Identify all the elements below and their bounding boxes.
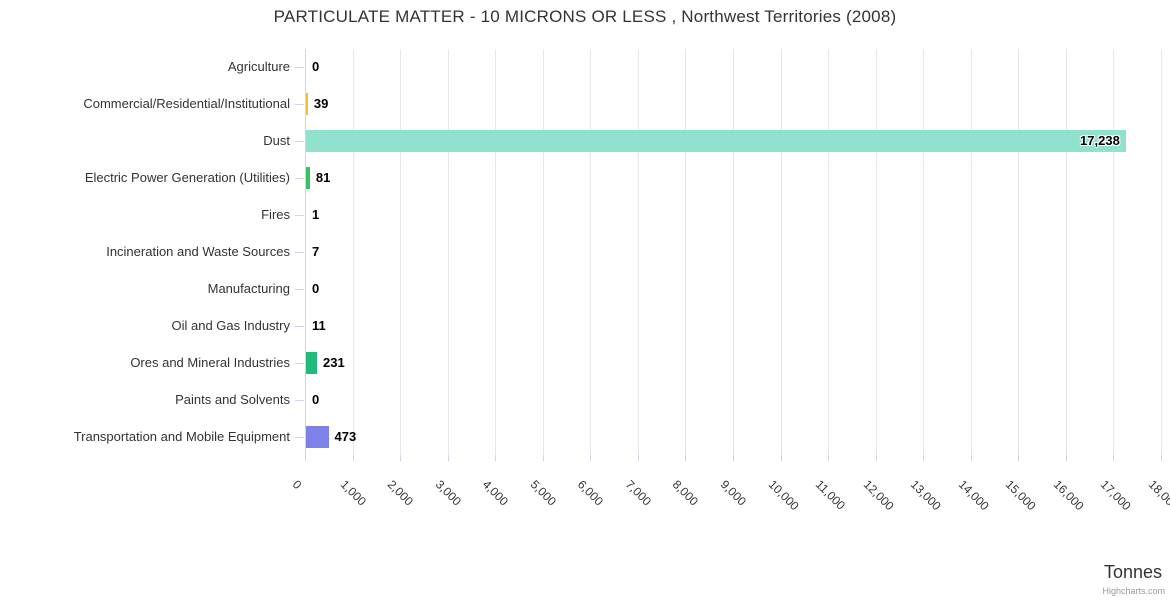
value-label: 7 — [312, 244, 320, 259]
x-axis-tick — [875, 455, 877, 461]
x-axis-label: 17,000 — [1098, 477, 1135, 514]
x-axis-tick — [970, 455, 972, 461]
x-axis-label: 9,000 — [717, 477, 749, 509]
y-axis-line — [305, 49, 306, 455]
x-axis-tick — [1161, 455, 1162, 461]
value-label: 39 — [313, 96, 329, 112]
gridline — [828, 49, 830, 455]
gridline — [1161, 49, 1162, 455]
y-axis-tick — [295, 215, 304, 217]
y-axis-tick — [295, 141, 304, 143]
y-axis-tick — [295, 436, 304, 438]
x-axis-label: 12,000 — [860, 477, 897, 514]
x-axis-label: 15,000 — [1003, 477, 1039, 514]
x-axis-label: 16,000 — [1050, 477, 1087, 514]
value-label: 17,238 — [1080, 133, 1120, 149]
y-axis-tick — [295, 288, 304, 290]
y-axis-tick — [295, 362, 304, 364]
category-label: Oil and Gas Industry — [171, 317, 291, 333]
x-axis-tick — [447, 455, 449, 461]
gridline — [1113, 49, 1115, 455]
gridline — [1065, 49, 1067, 455]
gridline — [733, 49, 734, 455]
x-axis-tick — [305, 455, 306, 461]
gridline — [542, 49, 544, 455]
category-label: Commercial/Residential/Institutional — [83, 96, 290, 112]
value-label: 231 — [323, 354, 345, 370]
x-axis-tick — [1018, 455, 1020, 461]
category-label: Fires — [261, 207, 290, 223]
x-axis-label: 2,000 — [384, 477, 417, 509]
value-label: 1 — [312, 207, 320, 223]
gridline — [637, 49, 639, 455]
y-axis-tick — [295, 67, 304, 69]
x-axis-tick — [733, 455, 734, 461]
x-axis-label: 11,000 — [812, 477, 849, 513]
category-label: Dust — [263, 133, 290, 149]
x-axis-tick — [352, 455, 354, 461]
category-label: Paints and Solvents — [175, 391, 290, 407]
value-label: 0 — [312, 391, 320, 407]
chart-bar[interactable] — [306, 93, 308, 116]
gridline — [495, 49, 497, 455]
value-label: 11 — [312, 317, 326, 333]
gridline — [590, 49, 592, 455]
y-axis-tick — [295, 325, 304, 327]
x-axis-label: 5,000 — [527, 477, 559, 509]
category-label: Transportation and Mobile Equipment — [73, 428, 290, 444]
x-axis-label: 8,000 — [670, 477, 702, 509]
x-axis-tick — [828, 455, 830, 461]
y-axis-tick — [295, 178, 304, 180]
value-label: 0 — [312, 59, 320, 75]
gridline — [780, 49, 782, 455]
x-axis-tick — [590, 455, 592, 461]
x-axis-label: 0 — [289, 477, 305, 492]
x-axis-label: 1,000 — [337, 477, 369, 509]
x-axis-tick — [542, 455, 544, 461]
x-axis-tick — [495, 455, 497, 461]
value-label: 0 — [312, 280, 320, 296]
x-axis-label: 18,000 — [1145, 477, 1170, 514]
highcharts-credits-link[interactable]: Highcharts.com — [1102, 586, 1165, 596]
x-axis-tick — [1065, 455, 1067, 461]
x-axis-label: 4,000 — [480, 477, 512, 509]
chart-bar[interactable] — [306, 351, 317, 374]
category-label: Agriculture — [227, 59, 290, 75]
category-label: Ores and Mineral Industries — [130, 354, 290, 370]
gridline — [352, 49, 354, 455]
chart-bar[interactable] — [306, 130, 1126, 153]
x-axis-label: 7,000 — [622, 477, 654, 509]
category-label: Manufacturing — [207, 280, 290, 296]
y-axis-tick — [295, 104, 304, 106]
x-axis-label: 13,000 — [908, 477, 944, 514]
category-label: Incineration and Waste Sources — [106, 244, 290, 259]
x-axis-tick — [400, 455, 402, 461]
y-axis-tick — [295, 399, 304, 401]
chart-bar[interactable] — [306, 425, 329, 448]
x-axis-label: 14,000 — [955, 477, 992, 514]
value-label: 81 — [315, 170, 331, 186]
category-label: Electric Power Generation (Utilities) — [84, 170, 290, 186]
gridline — [685, 49, 687, 455]
value-label: 473 — [334, 428, 357, 444]
chart-bar[interactable] — [306, 167, 310, 190]
y-axis-tick — [295, 252, 304, 253]
x-axis-title: Tonnes — [1103, 562, 1162, 582]
x-axis-tick — [685, 455, 687, 461]
x-axis-tick — [637, 455, 639, 461]
gridline — [1018, 49, 1020, 455]
gridline — [875, 49, 877, 455]
x-axis-label: 6,000 — [575, 477, 607, 509]
gridline — [400, 49, 402, 455]
x-axis-tick — [780, 455, 782, 461]
x-axis-tick — [923, 455, 925, 461]
x-axis-label: 10,000 — [765, 477, 802, 514]
gridline — [970, 49, 972, 455]
chart-title: PARTICULATE MATTER - 10 MICRONS OR LESS … — [273, 7, 897, 26]
gridline — [923, 49, 925, 455]
x-axis-label: 3,000 — [432, 477, 464, 509]
gridline — [447, 49, 449, 455]
x-axis-tick — [1113, 455, 1115, 461]
